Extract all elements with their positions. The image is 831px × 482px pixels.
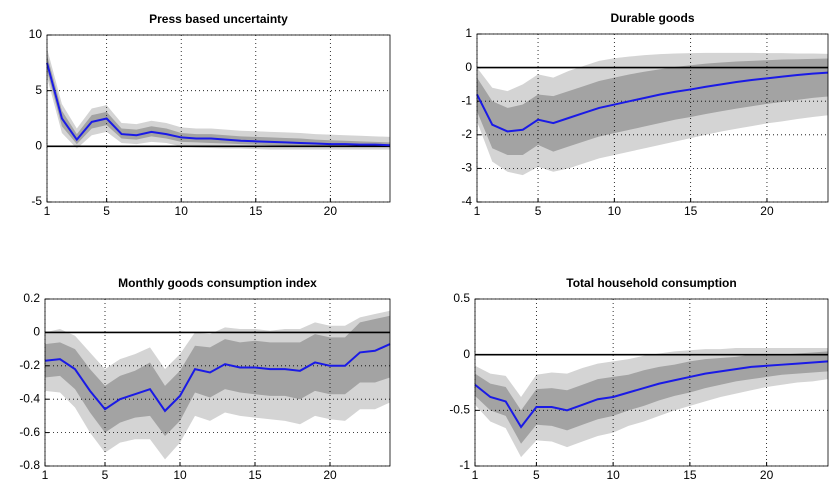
y-tick-label: 0 <box>463 347 470 361</box>
x-tick-label: 1 <box>474 204 481 218</box>
x-tick-label: 1 <box>44 204 51 218</box>
axes-frame <box>474 298 829 467</box>
x-tick-label: 15 <box>248 468 262 482</box>
x-tick-label: 5 <box>103 204 110 218</box>
confidence-band <box>475 351 828 444</box>
x-tick-label: 20 <box>324 204 338 218</box>
y-tick-label: 1 <box>465 26 472 40</box>
y-tick-label: -4 <box>461 194 472 208</box>
y-tick-label: 0.2 <box>23 291 40 305</box>
panel-title: Press based uncertainty <box>149 12 288 26</box>
y-tick-label: -1 <box>459 458 470 472</box>
y-tick-label: -1 <box>461 93 472 107</box>
axes-frame <box>476 33 829 203</box>
x-tick-label: 1 <box>472 468 479 482</box>
confidence-band <box>47 55 390 147</box>
line <box>44 343 391 413</box>
y-tick-label: -5 <box>31 194 42 208</box>
x-tick-label: 10 <box>175 204 189 218</box>
x-tick-label: 10 <box>608 204 622 218</box>
x-tick-label: 1 <box>42 468 49 482</box>
x-tick-label: 20 <box>323 468 337 482</box>
x-tick-label: 20 <box>760 468 774 482</box>
axes-frame <box>44 298 391 467</box>
x-tick-label: 5 <box>533 468 540 482</box>
x-tick-label: 20 <box>760 204 774 218</box>
line <box>46 62 391 147</box>
panel-title: Monthly goods consumption index <box>118 276 317 290</box>
confidence-band <box>47 48 390 150</box>
x-tick-label: 15 <box>249 204 263 218</box>
line <box>476 71 829 133</box>
x-tick-label: 5 <box>535 204 542 218</box>
y-tick-label: 10 <box>29 27 43 41</box>
y-tick-label: -0.5 <box>449 403 470 417</box>
y-tick-label: -3 <box>461 161 472 175</box>
y-tick-label: -2 <box>461 127 472 141</box>
panel-title: Total household consumption <box>566 276 736 290</box>
panel-title: Durable goods <box>610 11 694 25</box>
confidence-band <box>477 58 828 155</box>
axes-frame <box>46 34 391 203</box>
y-tick-label: 0 <box>35 139 42 153</box>
y-tick-label: 5 <box>35 83 42 97</box>
x-tick-label: 15 <box>684 204 698 218</box>
y-tick-label: 0 <box>465 60 472 74</box>
y-tick-label: -0.6 <box>19 425 40 439</box>
confidence-band <box>45 315 390 436</box>
y-tick-label: 0.5 <box>453 291 470 305</box>
y-tick-label: -0.2 <box>19 358 40 372</box>
x-tick-label: 15 <box>683 468 697 482</box>
line <box>474 360 829 429</box>
x-tick-label: 10 <box>173 468 187 482</box>
x-tick-label: 10 <box>606 468 620 482</box>
y-tick-label: -0.8 <box>19 458 40 472</box>
y-tick-label: -0.4 <box>19 391 40 405</box>
y-tick-label: 0 <box>33 325 40 339</box>
x-tick-label: 5 <box>102 468 109 482</box>
